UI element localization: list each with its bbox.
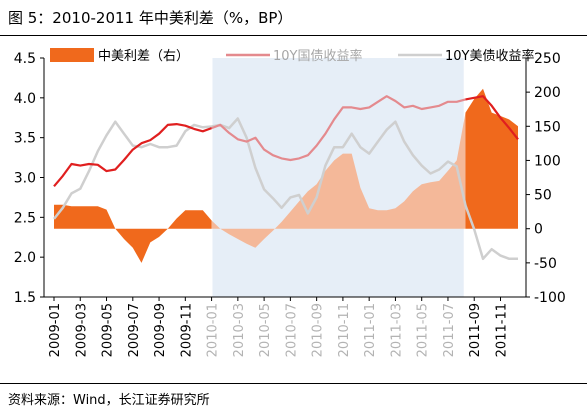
x-tick-label: 2010-07 [284,303,299,357]
right-tick-label: 100 [534,153,561,169]
x-tick-label: 2009-09 [153,303,168,357]
legend-swatch-spread [50,48,94,62]
right-tick-label: 0 [534,222,543,238]
x-tick-label: 2011-01 [363,303,378,357]
legend-label-spread: 中美利差（右） [98,49,189,64]
x-tick-label: 2009-01 [48,303,63,357]
left-tick-label: 2.0 [14,250,36,266]
x-tick-label: 2011-07 [442,303,457,357]
chart-title: 图 5：2010-2011 年中美利差（%，BP） [8,9,293,27]
right-tick-label: -100 [534,290,566,306]
left-tick-label: 4.0 [14,91,36,107]
x-tick-label: 2010-11 [337,303,352,357]
legend-label-us: 10Y美债收益率 [445,48,534,64]
left-tick-label: 3.5 [14,131,36,147]
cn-yield-line-shaded [211,95,466,162]
cn-yield-line-2011h2 [465,95,519,140]
source-rule [0,383,587,384]
us-yield-line [53,117,518,261]
x-tick-label: 2010-01 [206,303,221,357]
cn-yield-line-2009 [53,123,212,188]
x-tick-label: 2010-05 [258,303,273,357]
x-tick-label: 2011-09 [468,303,483,357]
right-tick-label: -50 [534,256,557,272]
legend-label-cn: 10Y国债收益率 [273,48,362,64]
left-tick-label: 1.5 [14,290,36,306]
x-tick-label: 2011-05 [416,303,431,357]
title-rule [0,0,587,36]
right-tick-label: 150 [534,119,561,135]
x-tick-label: 2010-03 [232,303,247,357]
x-tick-label: 2011-03 [389,303,404,357]
x-tick-label: 2010-09 [311,303,326,357]
source-note: 资料来源：Wind，长江证券研究所 [8,393,210,408]
right-tick-label: 50 [534,188,552,204]
left-tick-label: 3.0 [14,171,36,187]
x-tick-label: 2009-11 [179,303,194,357]
x-tick-label: 2011-11 [494,303,509,357]
x-tick-label: 2009-03 [74,303,89,357]
right-tick-label: 250 [534,51,561,67]
spread-area-2011h2 [465,88,518,229]
x-tick-label: 2009-07 [127,303,142,357]
left-tick-label: 2.5 [14,210,36,226]
spread-area-shaded [211,112,466,248]
right-tick-label: 200 [534,85,561,101]
spread-area-2009 [54,204,212,263]
x-tick-label: 2009-05 [101,303,116,357]
left-tick-label: 4.5 [14,51,36,67]
